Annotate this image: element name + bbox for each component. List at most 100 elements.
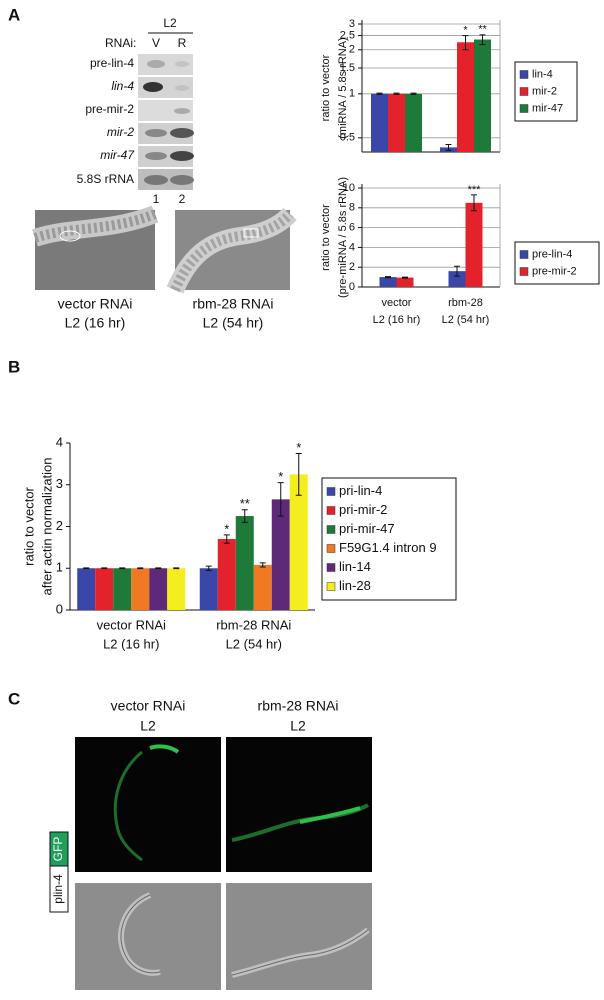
bar bbox=[77, 568, 96, 610]
dic-image bbox=[226, 883, 372, 990]
y-tick-label: 1.5 bbox=[340, 62, 355, 74]
x-tick-label: rbm-28 bbox=[448, 297, 483, 309]
error-bar bbox=[402, 276, 408, 279]
bar bbox=[199, 568, 218, 610]
lane-number: 1 bbox=[153, 192, 160, 206]
significance: * bbox=[224, 521, 229, 536]
legend-label: lin-28 bbox=[339, 578, 371, 593]
legend-label: lin-14 bbox=[339, 559, 371, 574]
error-bar bbox=[393, 92, 400, 95]
error-bar bbox=[83, 567, 90, 570]
error-bar bbox=[277, 482, 284, 517]
blot-strips bbox=[138, 54, 194, 190]
legend-swatch bbox=[326, 582, 336, 591]
legend-label: F59G1.4 intron 9 bbox=[339, 540, 437, 555]
y-tick-label: 6 bbox=[349, 222, 355, 234]
legend-box bbox=[321, 477, 457, 601]
bar bbox=[465, 202, 483, 287]
x-tick-label: vector RNAi bbox=[97, 617, 166, 632]
reporter-label: GFP bbox=[51, 837, 65, 862]
blot-row-label: 5.8S rRNA bbox=[77, 172, 134, 186]
legend-swatch bbox=[326, 525, 336, 534]
x-tick-label: L2 (54 hr) bbox=[442, 314, 490, 326]
error-bar bbox=[119, 567, 126, 570]
y-tick-label: 3 bbox=[349, 18, 355, 30]
legend-swatch bbox=[326, 563, 336, 572]
error-bar bbox=[241, 509, 248, 523]
bar bbox=[235, 516, 254, 610]
legend-swatch bbox=[519, 267, 529, 276]
legend-label: pri-mir-47 bbox=[339, 521, 395, 536]
x-tick-label: L2 (16 hr) bbox=[373, 314, 421, 326]
x-tick-label: rbm-28 RNAi bbox=[216, 617, 291, 632]
bar bbox=[149, 568, 168, 610]
lane-label: R bbox=[178, 36, 187, 50]
legend-label: pre-mir-2 bbox=[532, 265, 577, 277]
legend-swatch bbox=[326, 544, 336, 553]
bar bbox=[371, 93, 388, 152]
significance: ** bbox=[478, 24, 487, 36]
panel-label: C bbox=[8, 689, 20, 708]
micrograph-caption: L2 (54 hr) bbox=[203, 315, 264, 331]
gfp-image bbox=[75, 737, 221, 872]
y-tick-label: 0 bbox=[349, 281, 355, 293]
error-bar bbox=[454, 265, 460, 277]
reporter-label: plin-4 bbox=[51, 874, 65, 904]
bar bbox=[448, 271, 466, 287]
legend-label: pri-mir-2 bbox=[339, 502, 387, 517]
dic-image bbox=[75, 883, 221, 990]
error-bar bbox=[173, 567, 180, 570]
legend-label: pre-lin-4 bbox=[532, 248, 572, 260]
y-axis-label: ratio to vector bbox=[320, 204, 332, 271]
y-axis-label: ratio to vector bbox=[320, 54, 332, 121]
y-tick-label: 2.5 bbox=[340, 29, 355, 41]
bar bbox=[388, 93, 405, 152]
error-bar bbox=[101, 567, 108, 570]
x-tick-label: L2 (54 hr) bbox=[226, 636, 282, 651]
error-bar bbox=[479, 34, 486, 46]
error-bar bbox=[137, 567, 144, 570]
micrograph-caption: L2 (16 hr) bbox=[65, 315, 126, 331]
legend-label: pri-lin-4 bbox=[339, 483, 382, 498]
significance: ** bbox=[240, 496, 250, 511]
error-bar bbox=[376, 92, 383, 95]
bar bbox=[379, 277, 397, 287]
error-bar bbox=[205, 565, 212, 571]
bar bbox=[217, 539, 236, 610]
legend-label: mir-2 bbox=[532, 85, 557, 97]
y-axis-label: after actin normalization bbox=[39, 457, 54, 595]
blot-row-label: mir-2 bbox=[107, 125, 134, 139]
y-tick-label: 1 bbox=[56, 560, 63, 575]
error-bar bbox=[462, 35, 469, 51]
bar bbox=[405, 93, 422, 152]
significance: * bbox=[296, 440, 301, 455]
legend-swatch bbox=[326, 487, 336, 496]
lane-number: 2 bbox=[179, 192, 186, 206]
y-tick-label: 2 bbox=[349, 261, 355, 273]
micrograph-caption: rbm-28 RNAi bbox=[193, 296, 274, 312]
x-tick-label: L2 (16 hr) bbox=[103, 636, 159, 651]
y-tick-label: 8 bbox=[349, 202, 355, 214]
y-tick-label: 0 bbox=[56, 601, 63, 616]
reporter-box bbox=[49, 831, 69, 867]
significance: * bbox=[278, 469, 283, 484]
legend-swatch bbox=[519, 250, 529, 259]
blot-stage: L2 bbox=[163, 16, 177, 30]
gfp-image bbox=[226, 737, 372, 872]
bar bbox=[95, 568, 114, 610]
legend-swatch bbox=[519, 104, 529, 113]
bar bbox=[396, 277, 414, 287]
significance: *** bbox=[468, 184, 482, 196]
column-header: L2 bbox=[140, 718, 156, 734]
column-header: rbm-28 RNAi bbox=[258, 698, 339, 714]
error-bar bbox=[155, 567, 162, 570]
y-axis-label: (miRNA / 5.8s rRNA) bbox=[337, 37, 349, 138]
y-axis-label: ratio to vector bbox=[21, 486, 36, 565]
column-header: L2 bbox=[290, 718, 306, 734]
blot-row-label: pre-mir-2 bbox=[85, 102, 134, 116]
y-tick-label: 4 bbox=[349, 241, 355, 253]
blot-row-label: lin-4 bbox=[111, 79, 134, 93]
bar bbox=[474, 39, 491, 152]
lane-label: V bbox=[152, 36, 160, 50]
